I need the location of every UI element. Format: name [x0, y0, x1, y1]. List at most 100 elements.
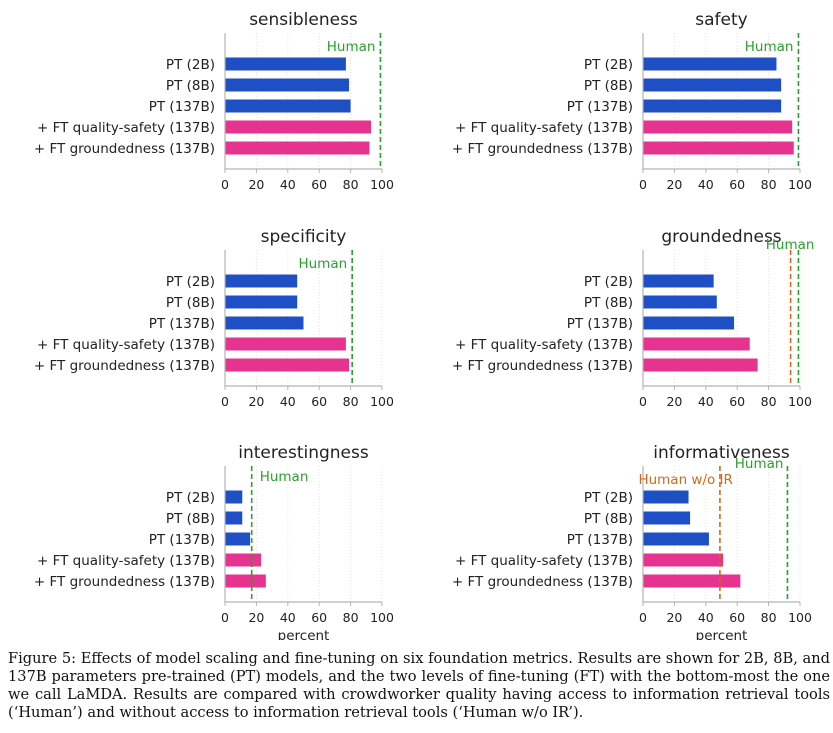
- chart-panel-5: informativeness PT (2B) PT (8B) PT (137B) + …: [452, 443, 812, 640]
- figure-charts: sensibleness PT (2B) PT (8B) PT (137B) + FT …: [34, 10, 815, 640]
- category-label: PT (8B): [584, 295, 633, 311]
- bar: [225, 532, 251, 546]
- bar: [225, 316, 304, 330]
- chart-title: interestingness: [238, 443, 369, 463]
- category-label: + FT groundedness (137B): [34, 358, 215, 374]
- bar: [643, 490, 689, 504]
- category-label: + FT quality-safety (137B): [455, 337, 633, 353]
- x-tick-label: 20: [666, 610, 682, 625]
- x-tick-label: 40: [698, 177, 714, 192]
- x-tick-label: 40: [698, 610, 714, 625]
- bar: [225, 511, 243, 525]
- bar: [643, 120, 793, 134]
- x-tick-label: 80: [343, 610, 359, 625]
- chart-panel-2: specificity PT (2B) PT (8B) PT (137B) + FT q…: [34, 227, 394, 409]
- bar: [225, 574, 266, 588]
- category-label: + FT groundedness (137B): [34, 141, 215, 157]
- x-tick-label: 20: [666, 394, 682, 409]
- chart-panel-3: groundedness PT (2B) PT (8B) PT (137B) + FT …: [452, 227, 815, 409]
- x-tick-label: 100: [788, 177, 812, 192]
- bar: [643, 337, 750, 351]
- category-label: PT (8B): [166, 511, 215, 527]
- bar: [225, 490, 243, 504]
- x-tick-label: 80: [343, 394, 359, 409]
- category-label: + FT quality-safety (137B): [37, 553, 215, 569]
- bar: [643, 574, 741, 588]
- category-label: PT (2B): [166, 274, 215, 290]
- category-label: PT (2B): [166, 57, 215, 73]
- category-label: PT (137B): [149, 316, 215, 332]
- reference-label: Human: [745, 39, 794, 55]
- bar: [225, 141, 370, 155]
- bar: [225, 553, 262, 567]
- category-label: + FT groundedness (137B): [452, 141, 633, 157]
- x-tick-label: 80: [343, 177, 359, 192]
- x-tick-label: 20: [248, 394, 264, 409]
- bar: [225, 274, 298, 288]
- chart-title: sensibleness: [249, 10, 358, 30]
- x-tick-label: 0: [221, 177, 229, 192]
- x-axis-label: percent: [696, 628, 748, 640]
- category-label: PT (137B): [567, 316, 633, 332]
- x-tick-label: 100: [370, 610, 394, 625]
- bar: [643, 316, 735, 330]
- reference-label: Human w/o IR: [638, 472, 732, 488]
- bar: [225, 358, 350, 372]
- category-label: + FT groundedness (137B): [34, 574, 215, 590]
- chart-panel-0: sensibleness PT (2B) PT (8B) PT (137B) + FT …: [34, 10, 394, 192]
- category-label: + FT quality-safety (137B): [37, 337, 215, 353]
- bar: [643, 553, 724, 567]
- x-tick-label: 80: [761, 177, 777, 192]
- category-label: PT (2B): [584, 57, 633, 73]
- x-tick-label: 0: [221, 394, 229, 409]
- x-tick-label: 80: [761, 610, 777, 625]
- x-tick-label: 40: [280, 177, 296, 192]
- bar: [225, 120, 372, 134]
- x-tick-label: 100: [370, 394, 394, 409]
- bar: [643, 274, 714, 288]
- bar: [643, 295, 717, 309]
- x-tick-label: 40: [280, 394, 296, 409]
- x-tick-label: 0: [221, 610, 229, 625]
- x-tick-label: 20: [248, 177, 264, 192]
- category-label: PT (2B): [166, 490, 215, 506]
- chart-title: safety: [695, 10, 747, 30]
- x-tick-label: 60: [311, 394, 327, 409]
- category-label: PT (137B): [149, 99, 215, 115]
- x-tick-label: 0: [639, 610, 647, 625]
- chart-panel-4: interestingness PT (2B) PT (8B) PT (137B) + …: [34, 443, 394, 640]
- category-label: + FT quality-safety (137B): [455, 553, 633, 569]
- category-label: PT (8B): [584, 78, 633, 94]
- category-label: + FT quality-safety (137B): [455, 120, 633, 136]
- x-tick-label: 100: [788, 394, 812, 409]
- bar: [643, 511, 691, 525]
- x-tick-label: 0: [639, 177, 647, 192]
- figure-caption: Figure 5: Effects of model scaling and f…: [8, 650, 830, 721]
- reference-label: Human: [327, 39, 376, 55]
- bar: [643, 78, 782, 92]
- x-tick-label: 60: [311, 610, 327, 625]
- bar: [225, 57, 346, 71]
- category-label: PT (8B): [166, 78, 215, 94]
- x-tick-label: 20: [666, 177, 682, 192]
- x-tick-label: 80: [761, 394, 777, 409]
- chart-title: groundedness: [661, 227, 781, 247]
- reference-label: Human: [260, 469, 309, 485]
- category-label: + FT groundedness (137B): [452, 358, 633, 374]
- x-tick-label: 0: [639, 394, 647, 409]
- category-label: PT (2B): [584, 274, 633, 290]
- chart-panel-1: safety PT (2B) PT (8B) PT (137B) + FT qualit…: [452, 10, 812, 192]
- category-label: PT (2B): [584, 490, 633, 506]
- bar: [225, 337, 346, 351]
- chart-title: informativeness: [653, 443, 790, 463]
- bar: [643, 99, 782, 113]
- x-tick-label: 60: [729, 177, 745, 192]
- reference-label: Human: [735, 456, 784, 472]
- bar: [225, 295, 298, 309]
- bar: [643, 57, 777, 71]
- category-label: PT (8B): [584, 511, 633, 527]
- reference-label: Human: [766, 237, 815, 253]
- reference-label: Human: [298, 256, 347, 272]
- chart-title: specificity: [261, 227, 347, 247]
- x-tick-label: 40: [280, 610, 296, 625]
